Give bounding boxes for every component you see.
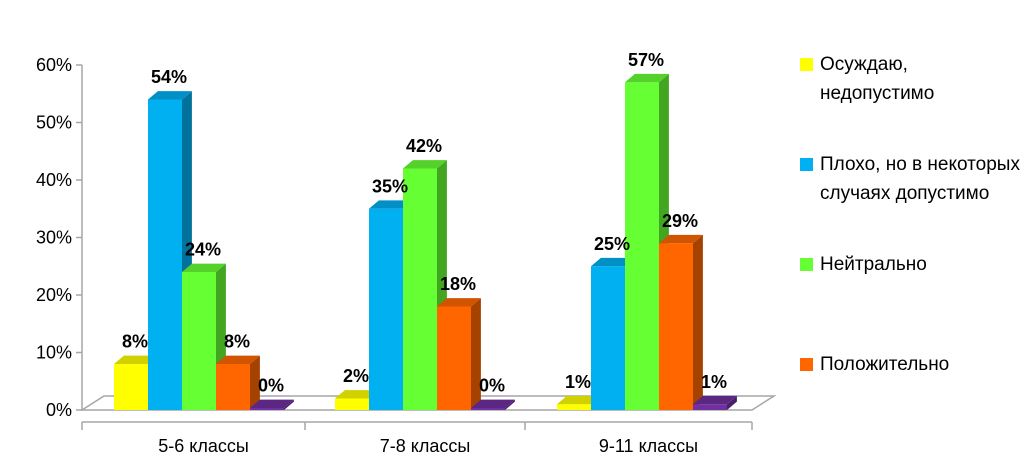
data-label: 1% [701,372,727,392]
bar-front [591,266,625,410]
bar-side [250,355,260,410]
x-category-label: 5-6 классы [158,436,249,456]
bar-top [557,395,601,405]
chart-bars [114,73,737,410]
data-label: 0% [479,376,505,396]
bar-front [557,404,591,410]
bar-front [114,364,148,410]
bar-side [505,399,515,410]
legend-swatch [800,158,813,171]
data-label: 29% [662,211,698,231]
legend-item: Нейтрально [800,250,1020,279]
legend-swatch [800,258,813,271]
chart-data-labels: 8% 54% 24% 8% 0% 2% 35% 42% 18% 0% 1% 25% 57% 29% 1% [122,50,727,396]
y-tick-label: 20% [36,285,72,305]
legend-label: Осуждаю, недопустимо [820,54,935,104]
bar-front [625,82,659,410]
bar-side [693,234,703,410]
bar-front [182,272,216,410]
bar-top [148,91,192,100]
bar-side [727,395,737,410]
data-label: 8% [122,332,148,352]
data-label: 1% [565,372,591,392]
legend-swatch [800,358,813,371]
data-label: 8% [224,332,250,352]
data-label: 35% [372,176,408,196]
bar-front [216,364,250,410]
bar-front [148,99,182,410]
bar-front [659,243,693,410]
y-tick-label: 0% [46,400,72,420]
bar-front [437,306,471,410]
data-label: 57% [628,50,664,70]
bar [250,399,294,410]
data-label: 24% [185,240,221,260]
bar-top [335,390,379,399]
bar-front [369,208,403,410]
bar-front [335,398,369,410]
y-tick-label: 60% [36,55,72,75]
data-label: 0% [258,376,284,396]
x-category-label: 7-8 классы [380,436,471,456]
data-label: 42% [406,136,442,156]
x-category-label: 9-11 классы [599,436,698,456]
bar-side [284,399,294,410]
bar [437,298,481,410]
data-label: 18% [440,274,476,294]
legend-item: Положительно [800,350,1020,379]
y-tick-label: 50% [36,113,72,133]
bar [693,395,737,410]
bar-front [250,408,284,410]
legend-label: Положительно [820,354,950,375]
y-tick-label: 30% [36,228,72,248]
bar-top [591,257,635,267]
bar [216,355,260,410]
bar-top [471,399,515,408]
bar [471,399,515,410]
bar-top [182,263,226,272]
bar-top [369,200,413,209]
bar-top [114,355,158,364]
bar-side [471,298,481,410]
bar-top [250,399,294,408]
bar-top [216,355,260,364]
data-label: 54% [151,67,187,87]
legend-swatch [800,58,813,71]
y-tick-label: 10% [36,343,72,363]
data-label: 25% [594,234,630,254]
bar-top [437,298,481,307]
bar [148,91,192,410]
bar-top [693,395,737,405]
legend-item: Осуждаю, недопустимо [800,50,1020,108]
data-label: 2% [343,366,369,386]
legend-label: Нейтрально [820,254,927,275]
bar-top [403,160,447,169]
bar-front [403,168,437,410]
legend-item: Плохо, но в некоторых случаях допустимо [800,150,1020,208]
y-tick-label: 40% [36,170,72,190]
bar-top [659,234,703,244]
bar-front [693,404,727,410]
bar [659,234,703,410]
bar-front [471,408,505,410]
bar-top [625,73,669,83]
legend-label: Плохо, но в некоторых случаях допустимо [820,154,1020,204]
